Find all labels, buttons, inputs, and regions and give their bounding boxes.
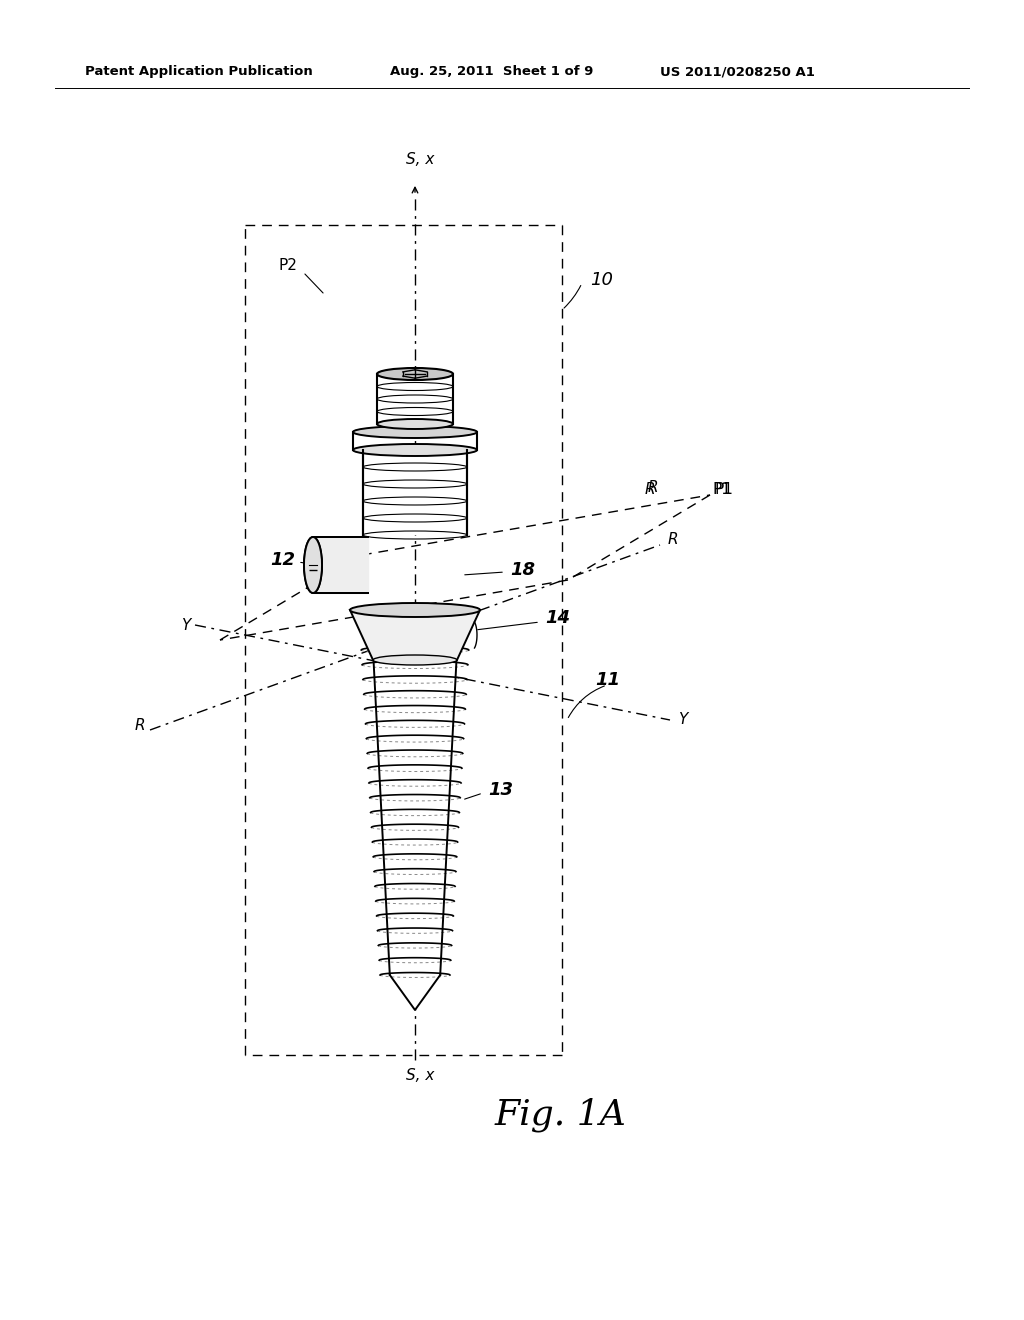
Text: Y: Y (180, 618, 190, 632)
Text: 10: 10 (590, 271, 613, 289)
Ellipse shape (373, 655, 457, 665)
Text: US 2011/0208250 A1: US 2011/0208250 A1 (660, 66, 815, 78)
Bar (362, 450, 467, 535)
Ellipse shape (353, 426, 477, 438)
Ellipse shape (353, 444, 477, 455)
Polygon shape (313, 537, 368, 593)
Text: S, x: S, x (406, 152, 434, 168)
Polygon shape (377, 374, 453, 424)
Text: 11: 11 (595, 671, 620, 689)
Text: P1: P1 (715, 483, 734, 498)
Text: Y: Y (678, 713, 687, 727)
Text: Patent Application Publication: Patent Application Publication (85, 66, 312, 78)
Polygon shape (350, 610, 480, 660)
Ellipse shape (377, 368, 453, 380)
Polygon shape (373, 649, 457, 1010)
Ellipse shape (304, 537, 322, 593)
Text: R: R (648, 480, 658, 495)
Text: 13: 13 (488, 781, 513, 799)
Text: R: R (645, 483, 655, 498)
Text: Aug. 25, 2011  Sheet 1 of 9: Aug. 25, 2011 Sheet 1 of 9 (390, 66, 593, 78)
Text: 14: 14 (545, 609, 570, 627)
Text: R: R (134, 718, 145, 733)
Text: 18: 18 (510, 561, 535, 579)
Text: S, x: S, x (406, 1068, 434, 1082)
Text: R: R (668, 532, 679, 548)
Ellipse shape (377, 418, 453, 429)
Text: P2: P2 (278, 257, 297, 272)
Ellipse shape (350, 603, 480, 616)
Text: 12: 12 (270, 550, 295, 569)
Text: P1: P1 (712, 483, 731, 498)
Text: Fig. 1A: Fig. 1A (494, 1098, 626, 1133)
